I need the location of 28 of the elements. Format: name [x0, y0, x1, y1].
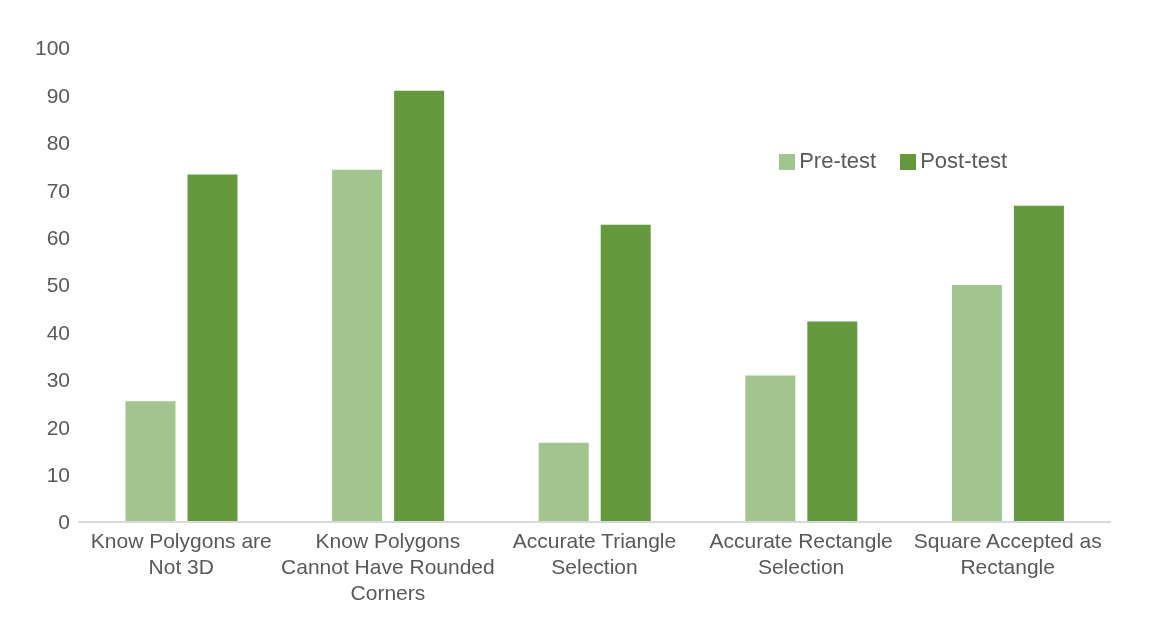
- x-tick-label: Accurate Rectangle Selection: [709, 529, 893, 578]
- y-tick-label: 10: [46, 463, 70, 487]
- bar: [187, 174, 238, 522]
- bar: [125, 401, 176, 522]
- y-tick-label: 90: [46, 83, 70, 107]
- bar: [951, 285, 1002, 522]
- bar: [745, 375, 796, 522]
- y-tick-label: 70: [46, 178, 70, 202]
- bar: [1013, 205, 1064, 522]
- legend-label: Post-test: [920, 148, 1007, 173]
- x-tick-label: Square Accepted as Rectangle: [913, 529, 1102, 578]
- y-tick-label: 60: [46, 226, 70, 250]
- y-tick-label: 100: [34, 36, 70, 60]
- bar: [394, 90, 445, 522]
- bar: [332, 169, 383, 522]
- y-tick-label: 50: [46, 273, 70, 297]
- x-tick-label: Know Polygons Cannot Have Rounded Corners: [281, 529, 495, 604]
- legend-label: Pre-test: [799, 148, 877, 173]
- y-tick-label: 0: [58, 510, 70, 534]
- x-tick-label: Accurate Triangle Selection: [512, 529, 677, 578]
- bar: [600, 224, 651, 522]
- bar: [807, 321, 858, 522]
- y-tick-label: 40: [46, 320, 70, 344]
- y-tick-label: 20: [46, 415, 70, 439]
- bar: [538, 442, 589, 522]
- y-tick-label: 80: [46, 131, 70, 155]
- x-tick-label: Know Polygons are Not 3D: [90, 529, 272, 578]
- y-tick-label: 30: [46, 368, 70, 392]
